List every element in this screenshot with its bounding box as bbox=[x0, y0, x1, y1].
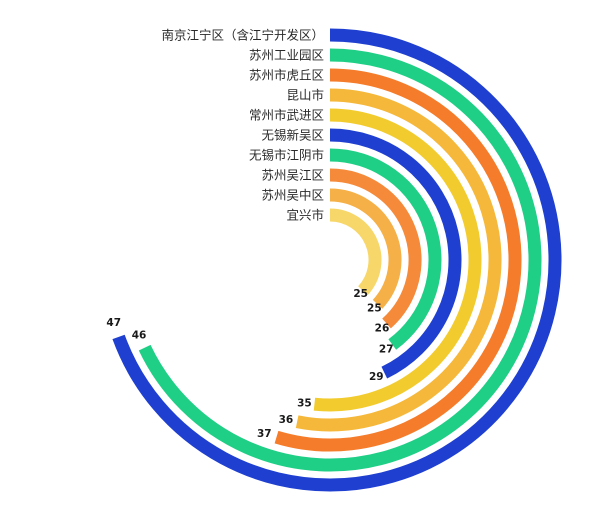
bar-0 bbox=[112, 28, 562, 492]
value-label-3: 36 bbox=[279, 414, 294, 426]
category-label-2: 苏州市虎丘区 bbox=[249, 68, 324, 83]
value-label-9: 25 bbox=[353, 288, 368, 300]
category-labels-group: 南京江宁区（含江宁开发区） 苏州工业园区苏州市虎丘区昆山市常州市武进区无锡新吴区无… bbox=[161, 28, 324, 223]
category-label-8: 苏州吴中区 bbox=[261, 188, 324, 203]
bar-5 bbox=[329, 128, 462, 379]
value-label-7: 26 bbox=[375, 322, 390, 334]
category-label-9: 宜兴市 bbox=[286, 208, 324, 223]
category-label-1: 苏州工业园区 bbox=[249, 48, 324, 63]
bar-2 bbox=[274, 68, 522, 452]
value-label-5: 29 bbox=[369, 371, 384, 383]
category-label-5: 无锡新吴区 bbox=[261, 128, 324, 143]
bar-7 bbox=[329, 168, 422, 329]
category-label-0: 南京江宁区（含江宁开发区） bbox=[161, 28, 324, 43]
bar-3 bbox=[295, 88, 502, 432]
category-label-3: 昆山市 bbox=[286, 88, 324, 103]
category-label-4: 常州市武进区 bbox=[249, 108, 324, 123]
bar-9 bbox=[329, 208, 382, 296]
value-label-2: 37 bbox=[257, 428, 272, 440]
bar-8 bbox=[329, 188, 402, 309]
value-label-1: 46 bbox=[132, 330, 147, 342]
value-label-6: 27 bbox=[379, 344, 394, 356]
category-label-6: 无锡市江阴市 bbox=[249, 148, 324, 163]
bar-4 bbox=[313, 108, 482, 412]
value-label-0: 47 bbox=[106, 317, 121, 329]
value-label-8: 25 bbox=[367, 303, 382, 315]
category-label-7: 苏州吴江区 bbox=[261, 168, 324, 183]
bar-6 bbox=[329, 148, 442, 350]
value-label-4: 35 bbox=[297, 398, 312, 410]
bar-1 bbox=[138, 48, 542, 472]
bars-group bbox=[112, 28, 562, 492]
